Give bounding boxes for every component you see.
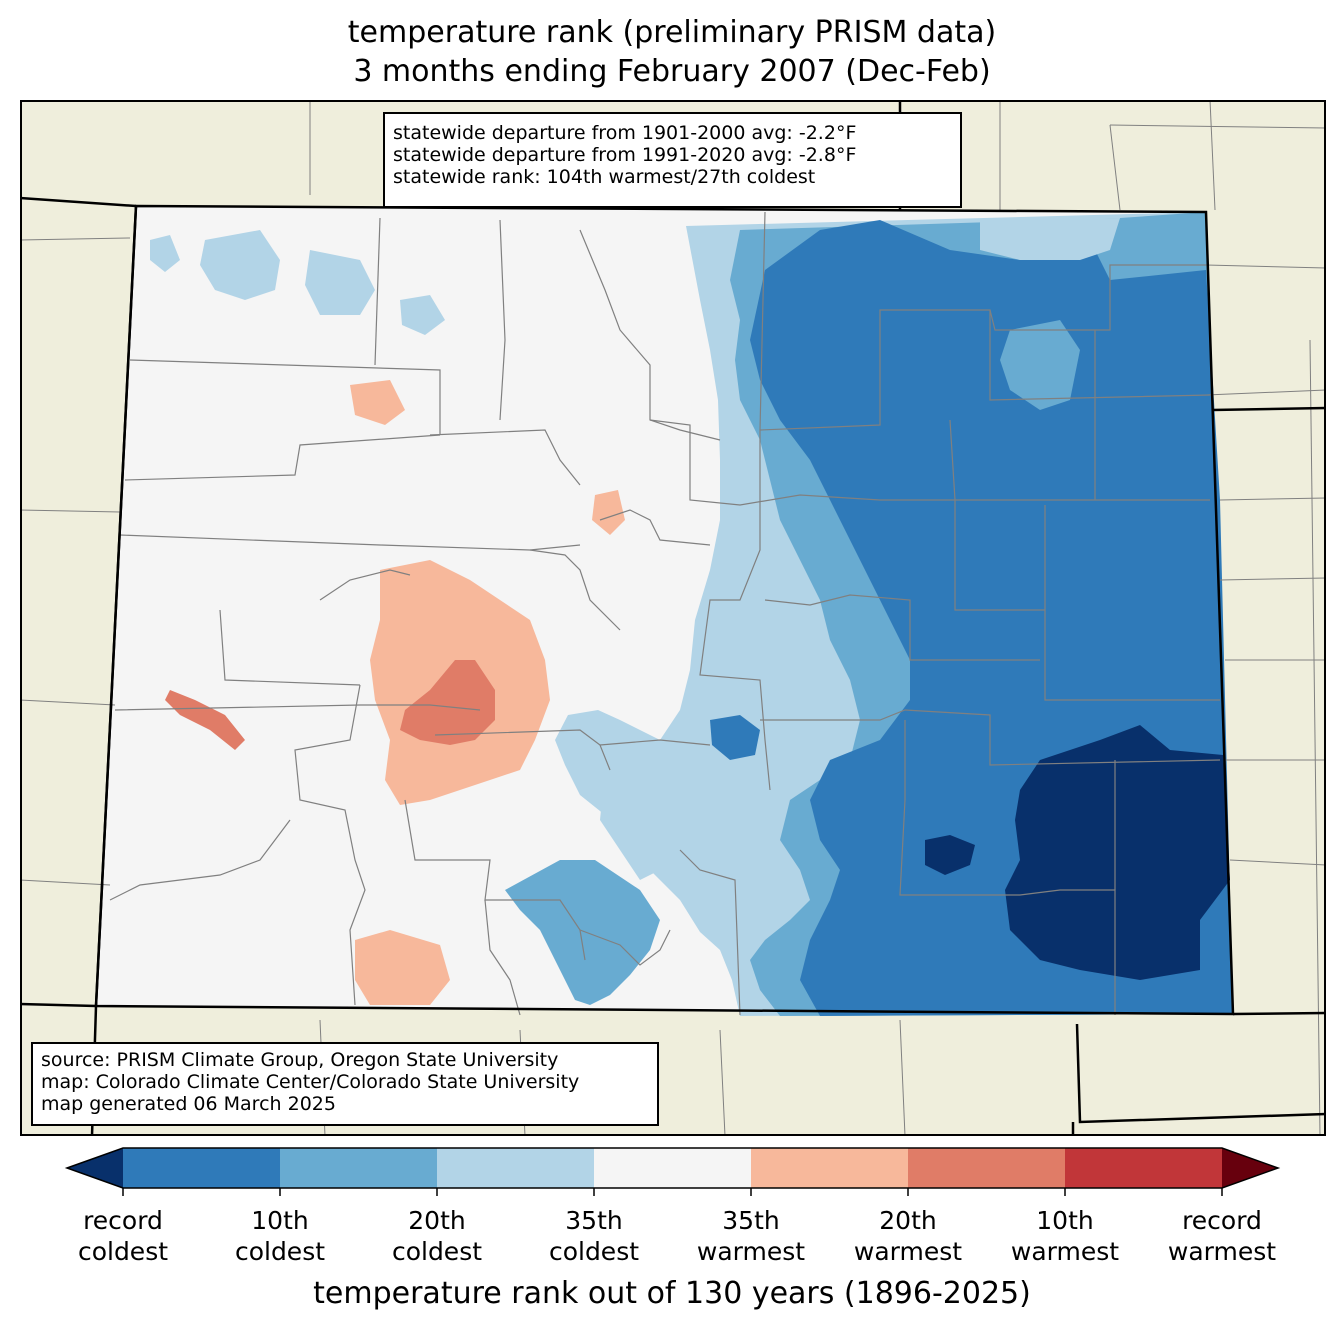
tick-label-category: warmest [1010, 1237, 1120, 1266]
west-20th-warmest-strip [165, 690, 245, 750]
tick-label-rank: 20th [408, 1206, 466, 1235]
tick-label-category: coldest [548, 1237, 640, 1266]
neighbor-county-lines [20, 100, 1326, 1136]
northwest-35th-coldest-patch-3 [150, 235, 180, 272]
tick-label-category: coldest [391, 1237, 483, 1266]
tick-label-rank: record [83, 1206, 163, 1235]
central-20th-warmest-area [400, 660, 495, 745]
colorbar-tick-label: 20th warmest [833, 1205, 983, 1267]
colorbar-tick-label: record coldest [48, 1205, 198, 1267]
northwest-35th-coldest-patch-2 [305, 250, 375, 315]
colorbar-tick-label: record warmest [1147, 1205, 1297, 1267]
tick-label-rank: 35th [722, 1206, 780, 1235]
colorbar-tick-label: 10th coldest [205, 1205, 355, 1267]
map-title: temperature rank (preliminary PRISM data… [347, 15, 997, 50]
tick-label-category: warmest [853, 1237, 963, 1266]
tick-label-rank: record [1182, 1206, 1262, 1235]
colorbar-tick-label: 35th warmest [676, 1205, 826, 1267]
tick-label-category: coldest [234, 1237, 326, 1266]
colorbar-label: temperature rank out of 130 years (1896-… [313, 1276, 1031, 1311]
colorbar-segment [123, 1148, 281, 1188]
stats-departure-1991-2020: statewide departure from 1991-2020 avg: … [393, 144, 857, 166]
colorbar [64, 1147, 1281, 1196]
tick-label-category: coldest [77, 1237, 169, 1266]
colorbar-segment [594, 1148, 752, 1188]
colorbar-segment [751, 1148, 909, 1188]
south-central-20th-coldest-area [505, 860, 660, 1005]
tick-label-rank: 20th [879, 1206, 937, 1235]
colorbar-segment [280, 1148, 438, 1188]
north-central-35th-warmest-patch [592, 490, 625, 535]
stats-statewide-rank: statewide rank: 104th warmest/27th colde… [393, 166, 816, 188]
colorbar-tick-label: 20th coldest [362, 1205, 512, 1267]
northwest-35th-coldest-patch [200, 230, 280, 300]
north-central-35th-coldest-patch [400, 295, 445, 335]
colorbar-segment [1065, 1148, 1223, 1188]
source-box: source: PRISM Climate Group, Oregon Stat… [31, 1042, 659, 1126]
colorbar-right-extension [1222, 1148, 1278, 1188]
south-central-10th-coldest-spot [710, 715, 760, 760]
colorbar-tick-label: 10th warmest [990, 1205, 1140, 1267]
southeast-record-coldest-area [1005, 725, 1230, 980]
colorbar-left-extension [67, 1148, 123, 1188]
tick-label-category: warmest [696, 1237, 806, 1266]
south-central-35th-coldest-area [600, 770, 660, 880]
tick-label-category: warmest [1167, 1237, 1277, 1266]
colorbar-segment [437, 1148, 595, 1188]
northwest-35th-warmest-patch [350, 380, 405, 425]
stats-departure-1901-2000: statewide departure from 1901-2000 avg: … [393, 122, 857, 144]
state-boundaries [20, 100, 1326, 1136]
southeast-record-coldest-spot [925, 835, 975, 875]
tick-label-rank: 35th [565, 1206, 623, 1235]
tick-label-rank: 10th [251, 1206, 309, 1235]
map-credit-line: map: Colorado Climate Center/Colorado St… [41, 1071, 580, 1093]
generated-date-line: map generated 06 March 2025 [41, 1093, 336, 1115]
colorbar-tick-label: 35th coldest [519, 1205, 669, 1267]
tick-label-rank: 10th [1036, 1206, 1094, 1235]
county-boundaries [109, 211, 1221, 1016]
statewide-stats-box: statewide departure from 1901-2000 avg: … [383, 112, 962, 208]
map-frame [20, 100, 1326, 1136]
map-subtitle: 3 months ending February 2007 (Dec-Feb) [353, 54, 991, 89]
southwest-35th-warmest-area [355, 930, 450, 1005]
northeast-20th-coldest-pocket [1000, 320, 1080, 410]
colorado-temperature-rank-map [20, 100, 1326, 1136]
source-line: source: PRISM Climate Group, Oregon Stat… [41, 1049, 559, 1071]
northeast-35th-coldest-band [980, 218, 1120, 260]
colorbar-segment [908, 1148, 1066, 1188]
